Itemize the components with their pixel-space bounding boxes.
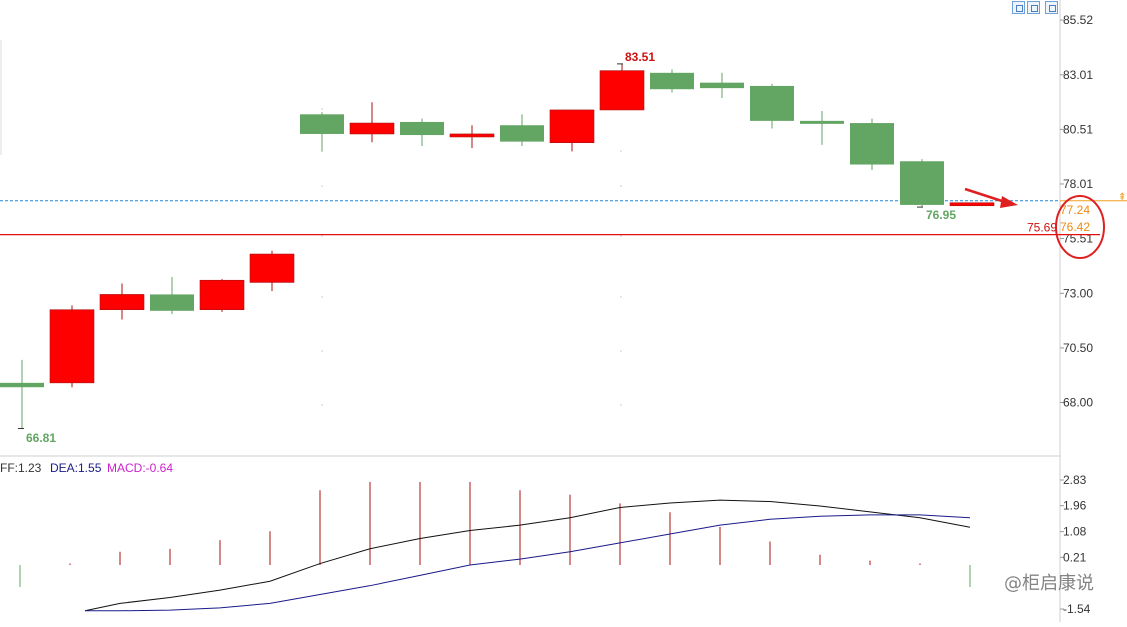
crosshair-icon[interactable] xyxy=(1012,1,1025,14)
high-price-label: 83.51 xyxy=(625,50,655,64)
candle-body xyxy=(650,72,694,90)
candle-body xyxy=(599,70,645,111)
candle-body xyxy=(500,125,544,142)
price-tick-label: 83.01 xyxy=(1063,68,1093,82)
annotation-arrowhead xyxy=(1000,196,1018,208)
watermark-text: @柜启康说 xyxy=(1004,573,1094,594)
candle-body xyxy=(300,114,344,134)
price-tick-label: 80.51 xyxy=(1063,122,1093,136)
macd-legend-diff: FF:1.23 xyxy=(0,461,42,475)
candle-body xyxy=(150,294,194,311)
price-tick-label: 85.52 xyxy=(1063,13,1093,27)
annotation-arrow xyxy=(964,187,1006,204)
macd-tick-label: -1.54 xyxy=(1063,602,1091,616)
expand-icon[interactable] xyxy=(1045,1,1058,14)
low-price-label: 66.81 xyxy=(26,431,56,445)
candle-body xyxy=(400,121,444,136)
candle-body xyxy=(700,82,744,89)
macd-legend-macd: MACD:-0.64 xyxy=(107,461,173,475)
current-price-label: 76.42 xyxy=(1060,220,1090,234)
candle-body xyxy=(850,123,894,165)
price-tick-label: 70.50 xyxy=(1063,341,1093,355)
candle-body xyxy=(349,122,395,135)
candle-body xyxy=(0,382,44,388)
candle-body xyxy=(49,309,95,384)
axis-marker-arrow: ⇞ xyxy=(1118,192,1126,203)
candle-body xyxy=(449,133,495,138)
candle-body xyxy=(249,253,295,283)
price-tick-label: 78.01 xyxy=(1063,177,1093,191)
support-line-label: 75.69 xyxy=(1027,221,1057,235)
candle-body xyxy=(199,279,245,311)
dea-line xyxy=(85,514,971,612)
recent-low-label: 76.95 xyxy=(926,208,956,222)
macd-legend-dea: DEA:1.55 xyxy=(50,461,102,475)
macd-tick-label: 2.83 xyxy=(1063,473,1087,487)
price-tick-label: 68.00 xyxy=(1063,396,1093,410)
candle-body xyxy=(750,85,794,121)
macd-tick-label: 1.08 xyxy=(1063,525,1087,539)
candle-body xyxy=(800,120,844,124)
candle-body xyxy=(99,294,145,311)
price-tick-label: 73.00 xyxy=(1063,286,1093,300)
zoom-icon[interactable] xyxy=(1027,1,1040,14)
annotation-circle xyxy=(1055,195,1105,259)
candle-body xyxy=(949,202,995,207)
diff-line xyxy=(84,499,971,612)
candle-body xyxy=(549,109,595,143)
dashed-line-price-label: 77.24 xyxy=(1060,203,1090,217)
macd-tick-label: 0.21 xyxy=(1063,550,1087,564)
macd-tick-label: 1.96 xyxy=(1063,499,1087,513)
candle-body xyxy=(900,161,944,205)
